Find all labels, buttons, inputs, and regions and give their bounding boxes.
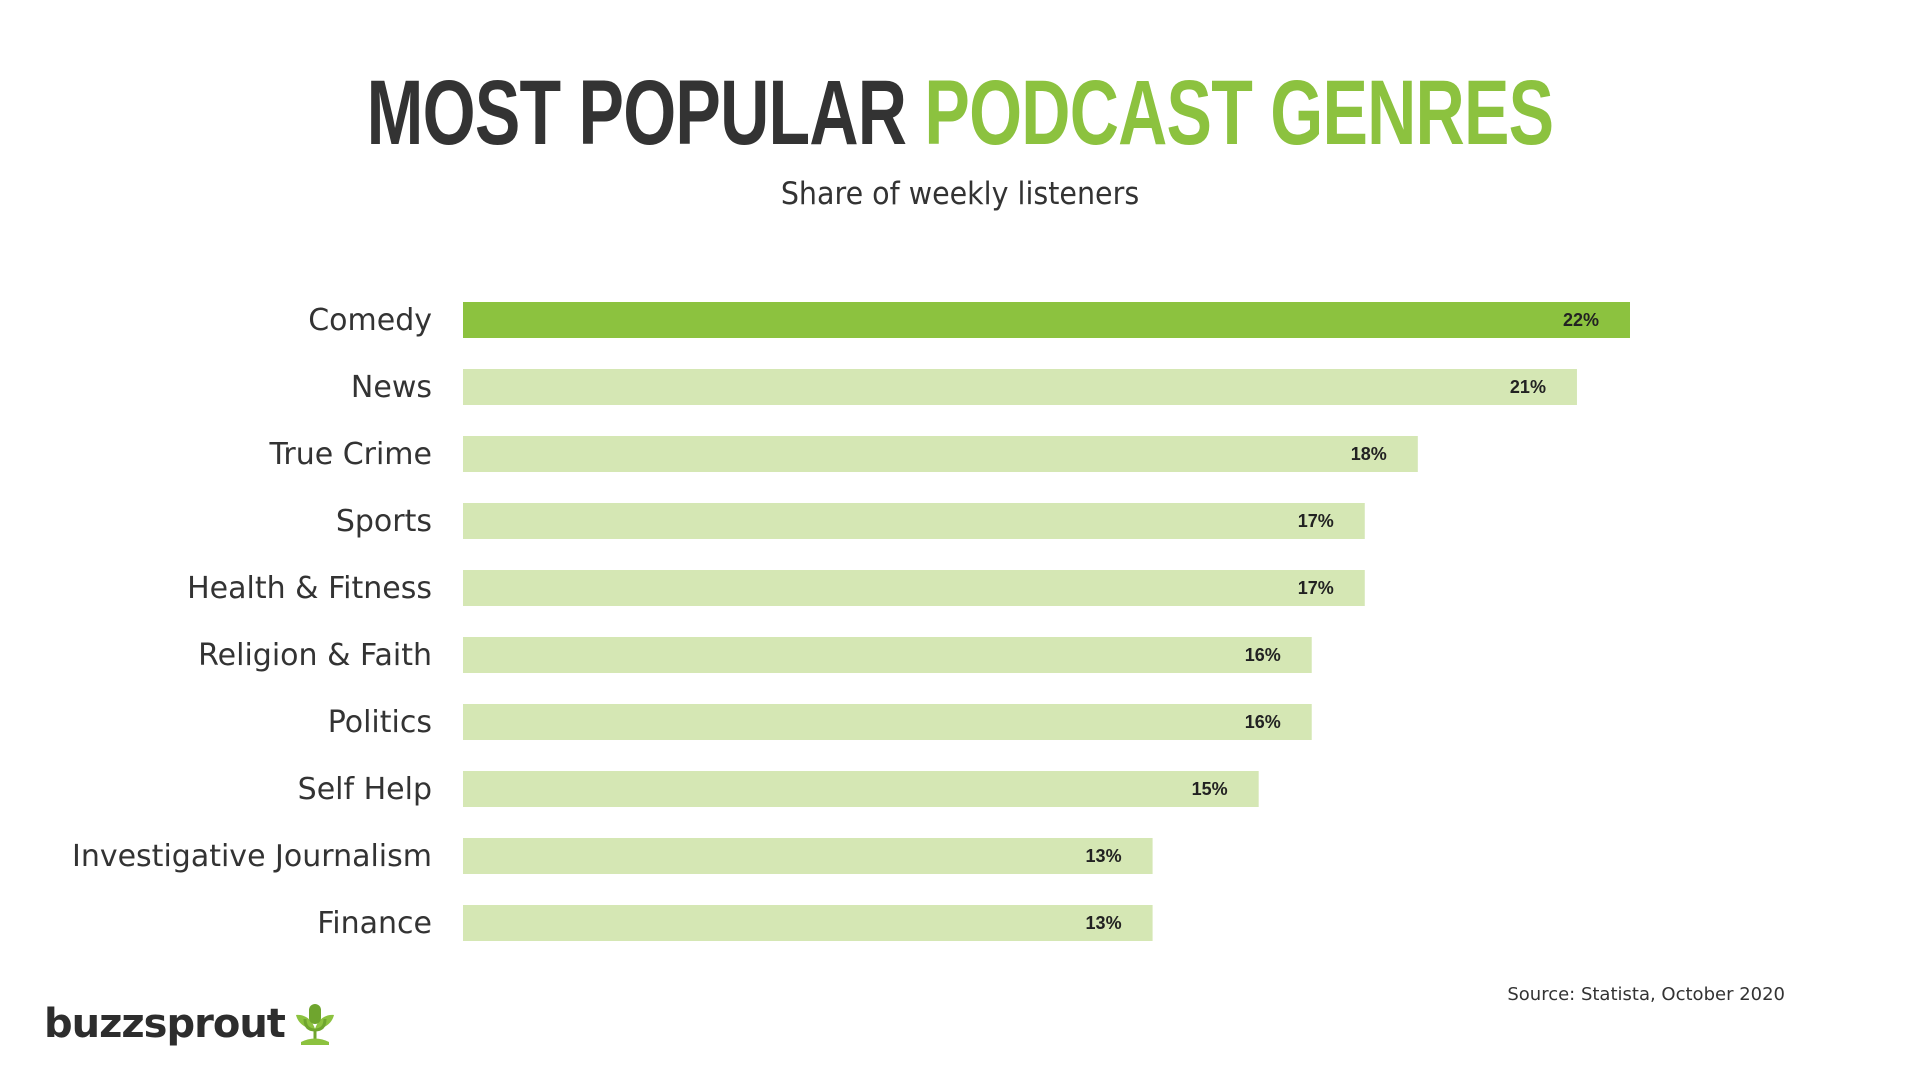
category-label-finance: Finance [317, 906, 432, 941]
value-label-politics: 16% [1245, 712, 1281, 732]
bar-health-fitness [463, 570, 1365, 606]
bar-investigative-journalism [463, 838, 1153, 874]
value-label-true-crime: 18% [1351, 444, 1387, 464]
source-note: Source: Statista, October 2020 [1507, 984, 1785, 1005]
category-label-politics: Politics [328, 705, 432, 740]
category-label-sports: Sports [336, 504, 432, 539]
category-label-health-fitness: Health & Fitness [187, 571, 432, 606]
bar-finance [463, 905, 1153, 941]
category-label-investigative-journalism: Investigative Journalism [72, 839, 432, 874]
category-label-religion-faith: Religion & Faith [198, 638, 432, 673]
value-label-news: 21% [1510, 377, 1546, 397]
value-label-self-help: 15% [1192, 779, 1228, 799]
value-label-comedy: 22% [1563, 310, 1599, 330]
bar-religion-faith [463, 637, 1312, 673]
chart-title-accent-part: PODCAST GENRES [924, 62, 1554, 164]
bar-true-crime [463, 436, 1418, 472]
microphone-sprout-icon [295, 1004, 334, 1045]
value-label-finance: 13% [1086, 913, 1122, 933]
value-label-sports: 17% [1298, 511, 1334, 531]
logo-wordmark: buzzsprout [44, 1001, 286, 1047]
category-label-self-help: Self Help [298, 772, 432, 807]
bar-sports [463, 503, 1365, 539]
value-label-health-fitness: 17% [1298, 578, 1334, 598]
brand-logo: buzzsprout [44, 994, 337, 1054]
bar-comedy [463, 302, 1630, 338]
category-label-news: News [351, 370, 432, 405]
chart-subtitle: Share of weekly listeners [780, 176, 1140, 212]
chart-title: MOST POPULAR PODCAST GENRES [250, 58, 1671, 168]
bar-news [463, 369, 1577, 405]
chart-title-dark-part: MOST POPULAR [366, 62, 907, 164]
value-label-religion-faith: 16% [1245, 645, 1281, 665]
category-label-true-crime: True Crime [268, 437, 432, 472]
bar-politics [463, 704, 1312, 740]
bar-self-help [463, 771, 1259, 807]
value-label-investigative-journalism: 13% [1086, 846, 1122, 866]
category-label-comedy: Comedy [308, 303, 432, 338]
